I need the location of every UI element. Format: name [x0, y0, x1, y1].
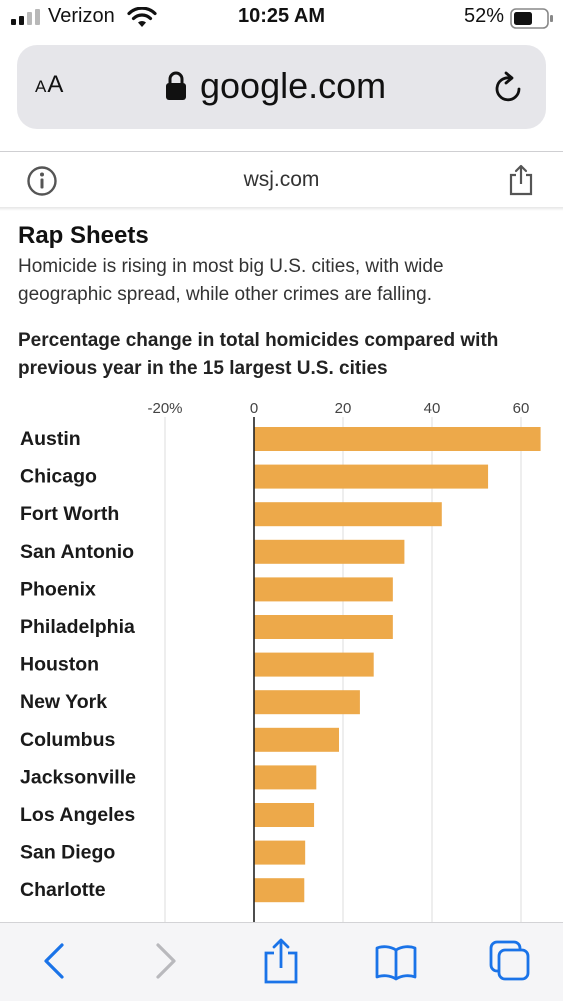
bar	[254, 427, 541, 451]
divider-shadow	[0, 207, 563, 211]
article-title: Rap Sheets	[18, 222, 149, 249]
x-tick-label: -20%	[147, 400, 182, 417]
address-bar[interactable]: AA google.com	[17, 45, 546, 129]
share-icon[interactable]	[263, 937, 299, 985]
category-label: Fort Worth	[20, 503, 119, 525]
homicide-bar-chart: -20% 0 20 40 60 Austin Chicago Fort Worth San An…	[20, 400, 541, 922]
category-label: San Antonio	[20, 541, 134, 563]
category-label: New York	[20, 691, 107, 713]
bar	[254, 840, 306, 865]
url-domain[interactable]: google.com	[200, 65, 387, 106]
site-info-bar: wsj.com	[0, 152, 563, 208]
bar	[254, 464, 489, 489]
category-label: Houston	[20, 654, 99, 676]
text-size-button[interactable]: AA	[35, 71, 64, 99]
x-tick-label: 40	[424, 400, 441, 417]
clock: 10:25 AM	[237, 5, 326, 27]
battery-percent: 52%	[464, 5, 505, 27]
browser-toolbar	[0, 922, 563, 1001]
bar	[254, 803, 315, 827]
chart-title: Percentage change in total homicides com…	[18, 330, 499, 379]
bar	[254, 652, 374, 677]
reload-icon[interactable]	[493, 70, 525, 104]
x-tick-label: 20	[335, 400, 352, 417]
battery-icon	[510, 8, 553, 29]
cell-signal-icon	[11, 9, 40, 25]
bar	[254, 502, 442, 527]
wifi-icon	[127, 7, 157, 27]
category-label: Philadelphia	[20, 616, 135, 638]
x-tick-label: 60	[513, 400, 530, 417]
category-label: San Diego	[20, 842, 115, 864]
back-icon[interactable]	[40, 941, 68, 981]
bar	[254, 878, 305, 903]
category-label: Los Angeles	[20, 804, 135, 826]
carrier-name: Verizon	[48, 5, 115, 27]
category-label: Jacksonville	[20, 766, 136, 788]
bar	[254, 615, 393, 639]
category-label: Charlotte	[20, 879, 106, 901]
category-label: Columbus	[20, 729, 115, 751]
divider	[0, 151, 563, 152]
category-label: Phoenix	[20, 578, 96, 600]
bar	[254, 765, 317, 790]
x-tick-label: 0	[250, 400, 258, 417]
tabs-icon[interactable]	[488, 939, 532, 983]
text-size-small-label: A	[35, 77, 48, 96]
share-icon[interactable]	[508, 164, 534, 196]
article-subtitle: Homicide is rising in most big U.S. citi…	[18, 256, 444, 305]
info-icon[interactable]	[26, 165, 58, 197]
bar	[254, 577, 393, 602]
bar	[254, 539, 405, 564]
bookmarks-icon[interactable]	[374, 943, 418, 981]
category-label: Austin	[20, 428, 81, 450]
lock-icon	[166, 71, 186, 100]
forward-icon[interactable]	[152, 941, 180, 981]
bar	[254, 690, 360, 715]
category-label: Chicago	[20, 466, 97, 488]
text-size-large-label: A	[47, 71, 65, 98]
bar	[254, 727, 339, 752]
status-bar: Verizon 10:25 AM 52%	[0, 0, 563, 38]
site-label: wsj.com	[243, 168, 320, 191]
